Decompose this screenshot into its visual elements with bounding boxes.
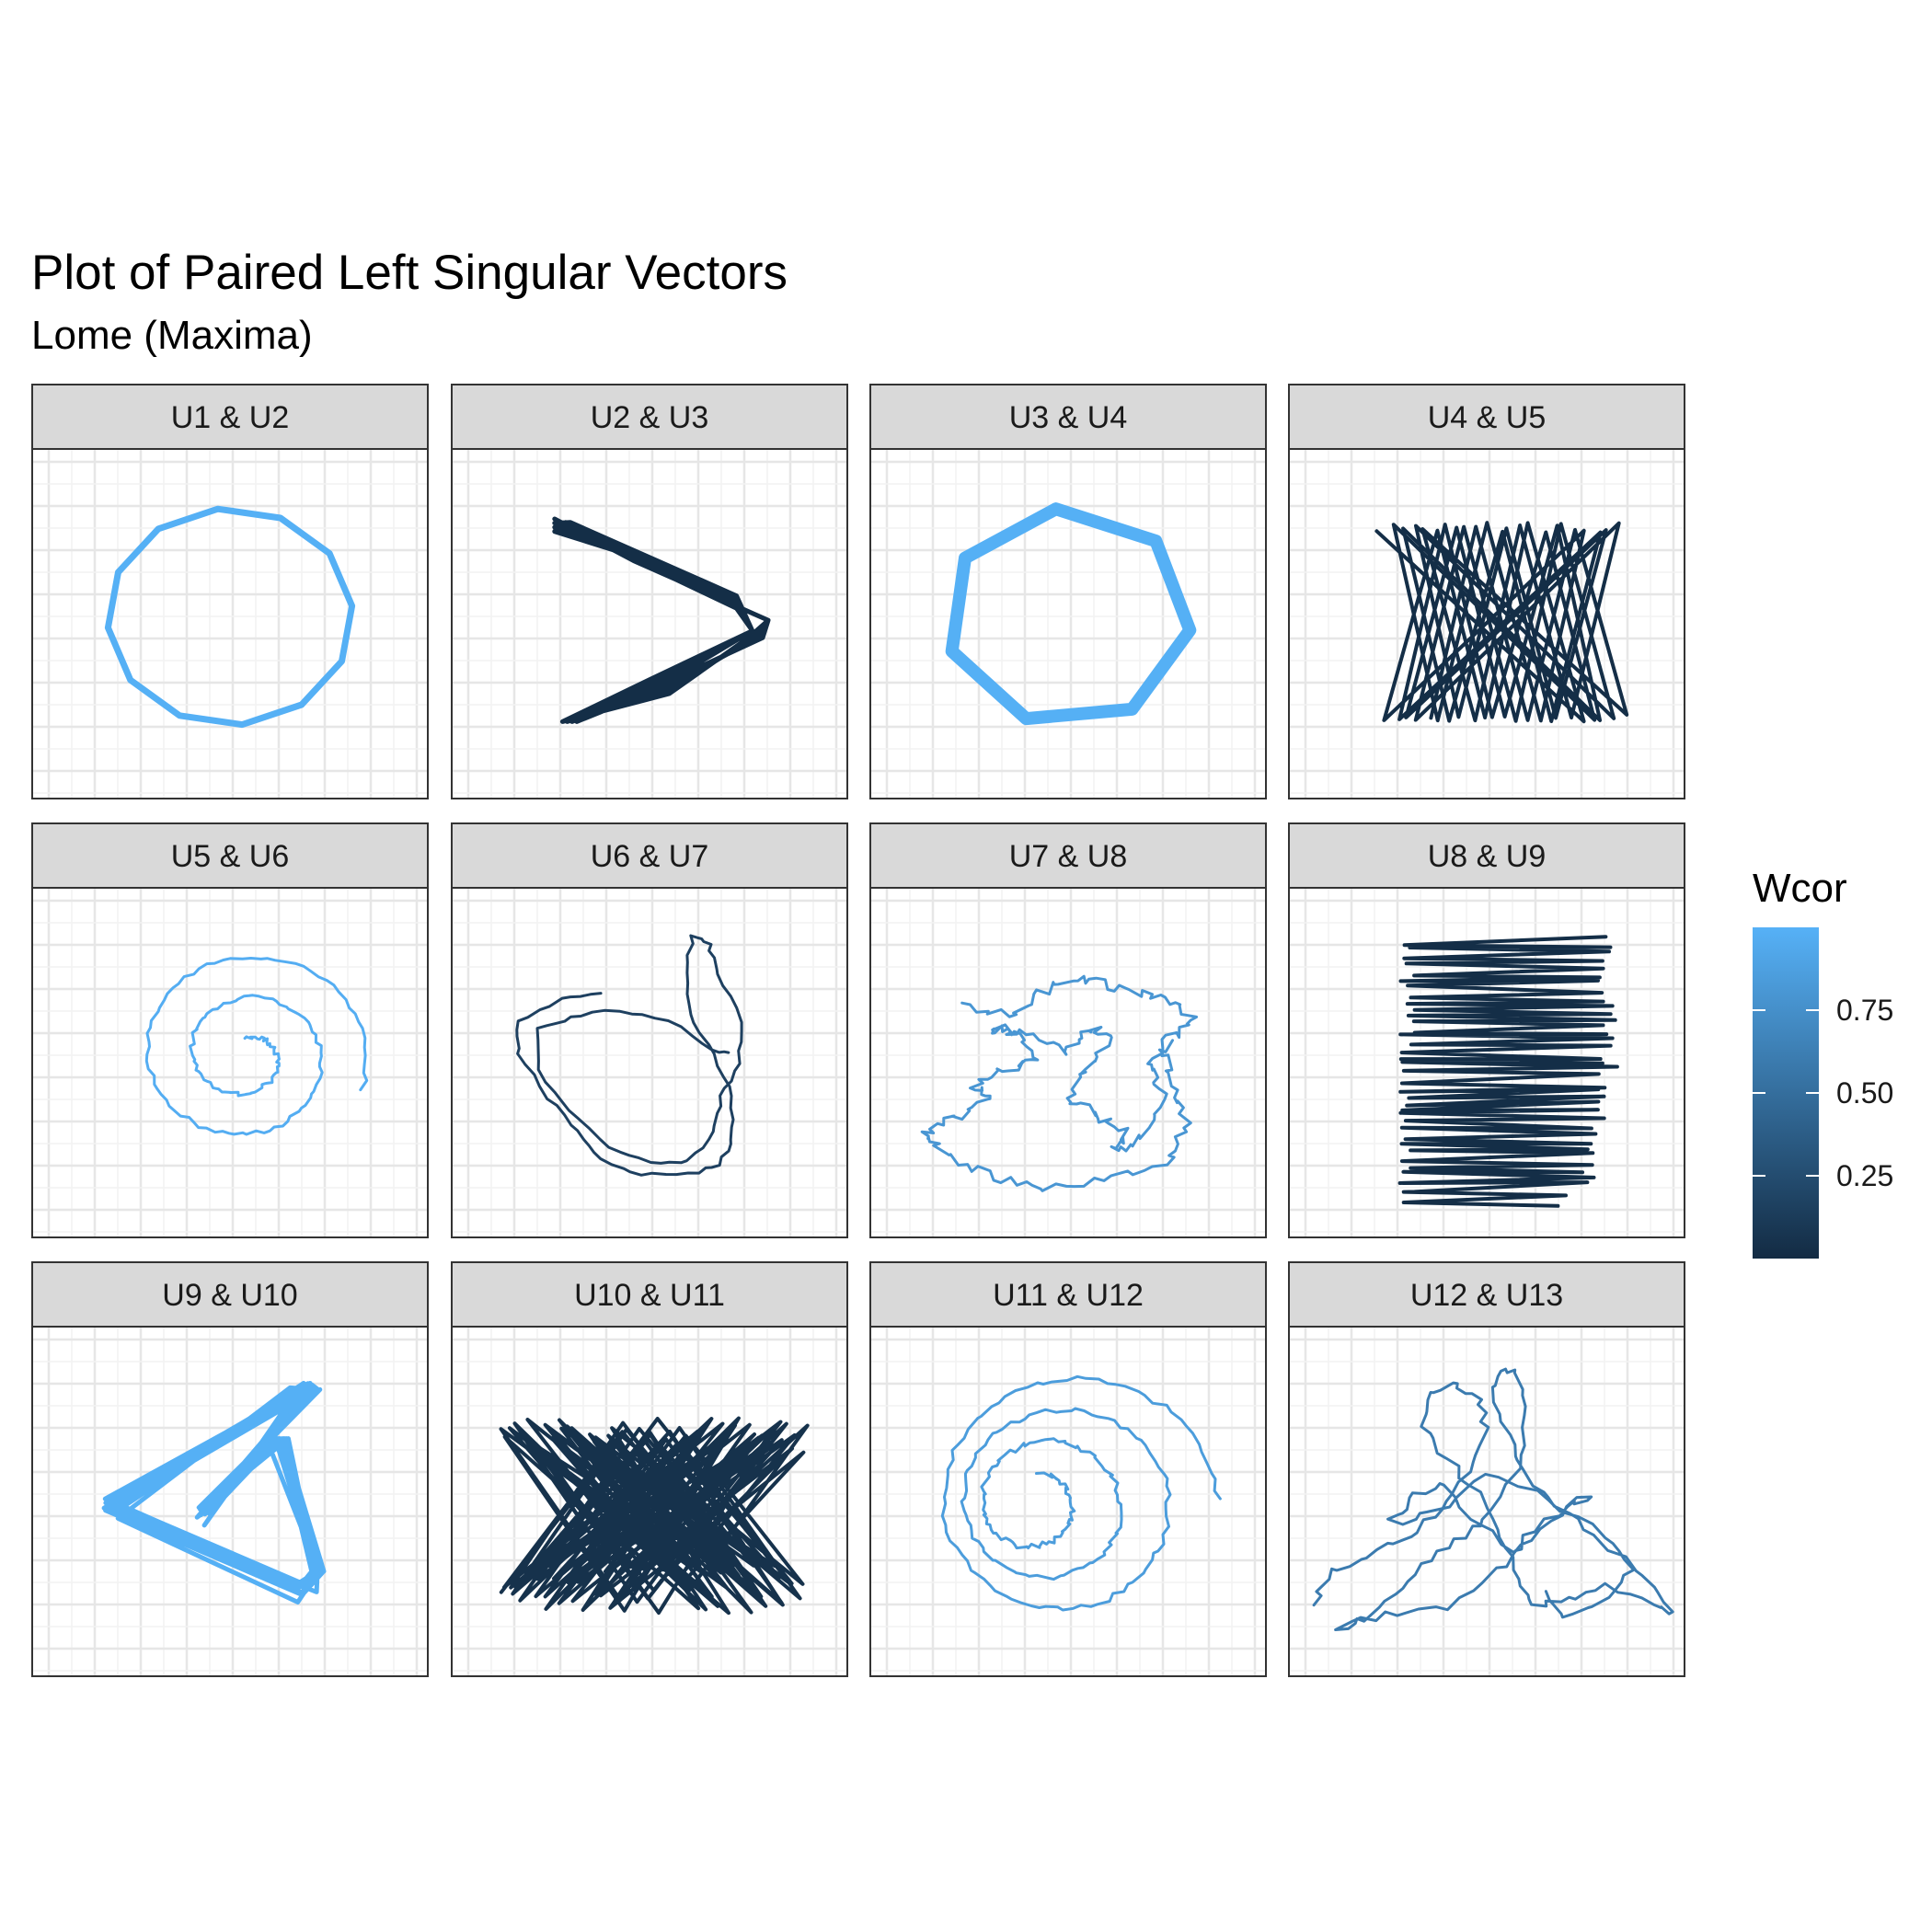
panel-1: U1 & U2: [31, 384, 429, 799]
panel-border: [869, 448, 1267, 799]
series-line: [920, 974, 1199, 1192]
panel-9: U9 & U10: [31, 1261, 429, 1677]
strip-background: [31, 822, 429, 889]
panel-grid: [1289, 1327, 1685, 1676]
strip-label: U7 & U8: [1009, 839, 1128, 874]
panel-background: [870, 449, 1266, 799]
series-line: [104, 505, 356, 729]
panel-background: [32, 449, 428, 799]
series-line: [101, 1380, 327, 1604]
panel-background: [32, 888, 428, 1237]
panels-layer: U1 & U2 U2 & U3 U3 & U4 U4 & U5 U5 & U6 U6 & …: [31, 384, 1685, 1677]
panel-3: U3 & U4: [869, 384, 1267, 799]
panel-2: U2 & U3: [451, 384, 848, 799]
panel-border: [869, 887, 1267, 1238]
strip-label: U1 & U2: [171, 400, 290, 435]
panel-background: [32, 1327, 428, 1676]
panel-6: U6 & U7: [451, 822, 848, 1238]
panel-border: [1288, 448, 1685, 799]
panel-background: [870, 888, 1266, 1237]
panel-border: [869, 1326, 1267, 1677]
panel-7: U7 & U8: [869, 822, 1267, 1238]
legend-label: 0.50: [1836, 1076, 1893, 1110]
panel-8: U8 & U9: [1288, 822, 1685, 1238]
strip-background: [451, 1261, 848, 1328]
legend-label: 0.75: [1836, 994, 1893, 1027]
panel-border: [451, 887, 848, 1238]
strip-label: U2 & U3: [591, 400, 709, 435]
strip-label: U3 & U4: [1009, 400, 1128, 435]
panel-grid: [32, 1327, 428, 1676]
panel-border: [1288, 1326, 1685, 1677]
strip-label: U12 & U13: [1410, 1278, 1563, 1313]
legend-title: Wcor: [1753, 866, 1847, 911]
strip-background: [1288, 822, 1685, 889]
strip-label: U5 & U6: [171, 839, 290, 874]
strip-label: U9 & U10: [162, 1278, 297, 1313]
series-line: [499, 1416, 810, 1616]
series-line: [515, 934, 743, 1177]
strip-background: [31, 1261, 429, 1328]
chart-title: Plot of Paired Left Singular Vectors: [31, 246, 788, 300]
legend-label: 0.25: [1836, 1159, 1893, 1192]
strip-background: [869, 384, 1267, 450]
series-line: [940, 1374, 1222, 1612]
panel-border: [451, 1326, 848, 1677]
series-line: [144, 957, 369, 1136]
panel-grid: [452, 888, 847, 1237]
panel-border: [31, 1326, 429, 1677]
series-line: [1374, 521, 1629, 724]
strip-background: [451, 822, 848, 889]
panel-4: U4 & U5: [1288, 384, 1685, 799]
panel-border: [31, 448, 429, 799]
strip-label: U6 & U7: [591, 839, 709, 874]
panel-background: [1289, 1327, 1685, 1676]
panel-grid: [32, 888, 428, 1237]
strip-background: [869, 1261, 1267, 1328]
chart-subtitle: Lome (Maxima): [31, 313, 313, 358]
series-line: [552, 516, 771, 724]
panel-background: [870, 1327, 1266, 1676]
legend-ticks: 0.25 0.50 0.75: [1753, 994, 1893, 1192]
series-line: [1397, 935, 1619, 1208]
panel-background: [452, 888, 847, 1237]
panel-grid: [452, 449, 847, 799]
panel-11: U11 & U12: [869, 1261, 1267, 1677]
strip-label: U4 & U5: [1428, 400, 1547, 435]
panel-background: [452, 449, 847, 799]
panel-border: [31, 887, 429, 1238]
panel-border: [1288, 887, 1685, 1238]
strip-label: U10 & U11: [574, 1278, 725, 1313]
legend: Wcor 0.25 0.50 0.75: [1753, 866, 1893, 1259]
panel-12: U12 & U13: [1288, 1261, 1685, 1677]
strip-label: U11 & U12: [993, 1278, 1144, 1313]
series-line: [1312, 1367, 1674, 1631]
strip-label: U8 & U9: [1428, 839, 1547, 874]
series-line: [945, 502, 1197, 726]
panel-border: [451, 448, 848, 799]
panel-5: U5 & U6: [31, 822, 429, 1238]
panel-grid: [32, 449, 428, 799]
strip-background: [451, 384, 848, 450]
panel-10: U10 & U11: [451, 1261, 848, 1677]
